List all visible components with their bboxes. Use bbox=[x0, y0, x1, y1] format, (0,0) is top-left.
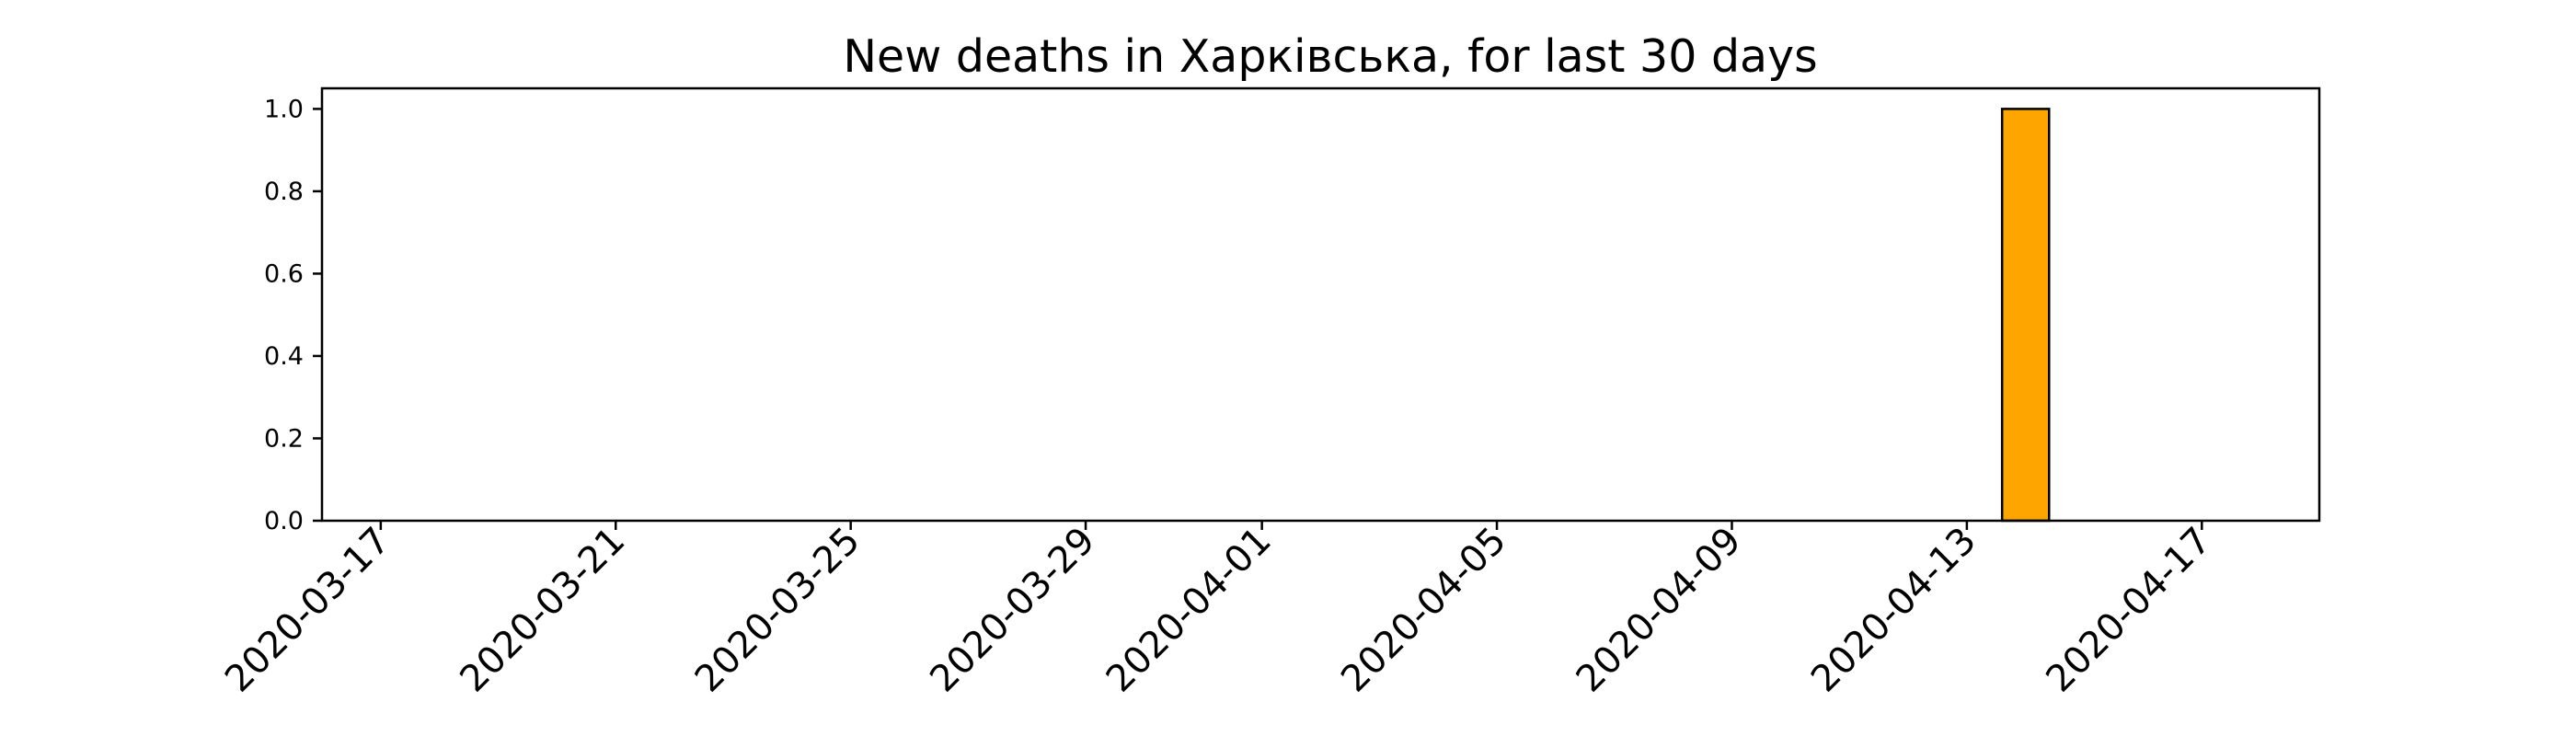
bars-group bbox=[2000, 108, 2051, 523]
x-tick-label: 2020-04-13 bbox=[1803, 520, 1984, 701]
y-tick-label: 0.2 bbox=[264, 424, 304, 453]
y-tick-label: 0.4 bbox=[264, 342, 304, 371]
x-tick-label: 2020-03-21 bbox=[452, 520, 633, 701]
x-tick-label: 2020-03-25 bbox=[687, 520, 868, 701]
y-tick-label: 1.0 bbox=[264, 95, 304, 123]
x-tick-label: 2020-03-29 bbox=[922, 520, 1103, 701]
x-tick-label: 2020-04-01 bbox=[1098, 520, 1280, 701]
y-tick-label: 0.0 bbox=[264, 507, 304, 535]
x-tick-label: 2020-04-09 bbox=[1569, 520, 1750, 701]
chart-title: New deaths in Харківська, for last 30 da… bbox=[843, 30, 1817, 83]
x-tick-label: 2020-04-05 bbox=[1333, 520, 1514, 701]
bar-2020-04-14 bbox=[2000, 108, 2051, 523]
plot-area-frame bbox=[320, 86, 2321, 523]
x-tick-label: 2020-03-17 bbox=[217, 520, 398, 701]
x-axis: 2020-03-17 2020-03-21 2020-03-25 2020-03-29… bbox=[217, 520, 2219, 701]
x-tick-label: 2020-04-17 bbox=[2038, 520, 2219, 701]
y-axis: 0.0 0.2 0.4 0.6 0.8 1.0 bbox=[264, 95, 322, 535]
y-tick-label: 0.8 bbox=[264, 178, 304, 206]
y-tick-label: 0.6 bbox=[264, 259, 304, 288]
